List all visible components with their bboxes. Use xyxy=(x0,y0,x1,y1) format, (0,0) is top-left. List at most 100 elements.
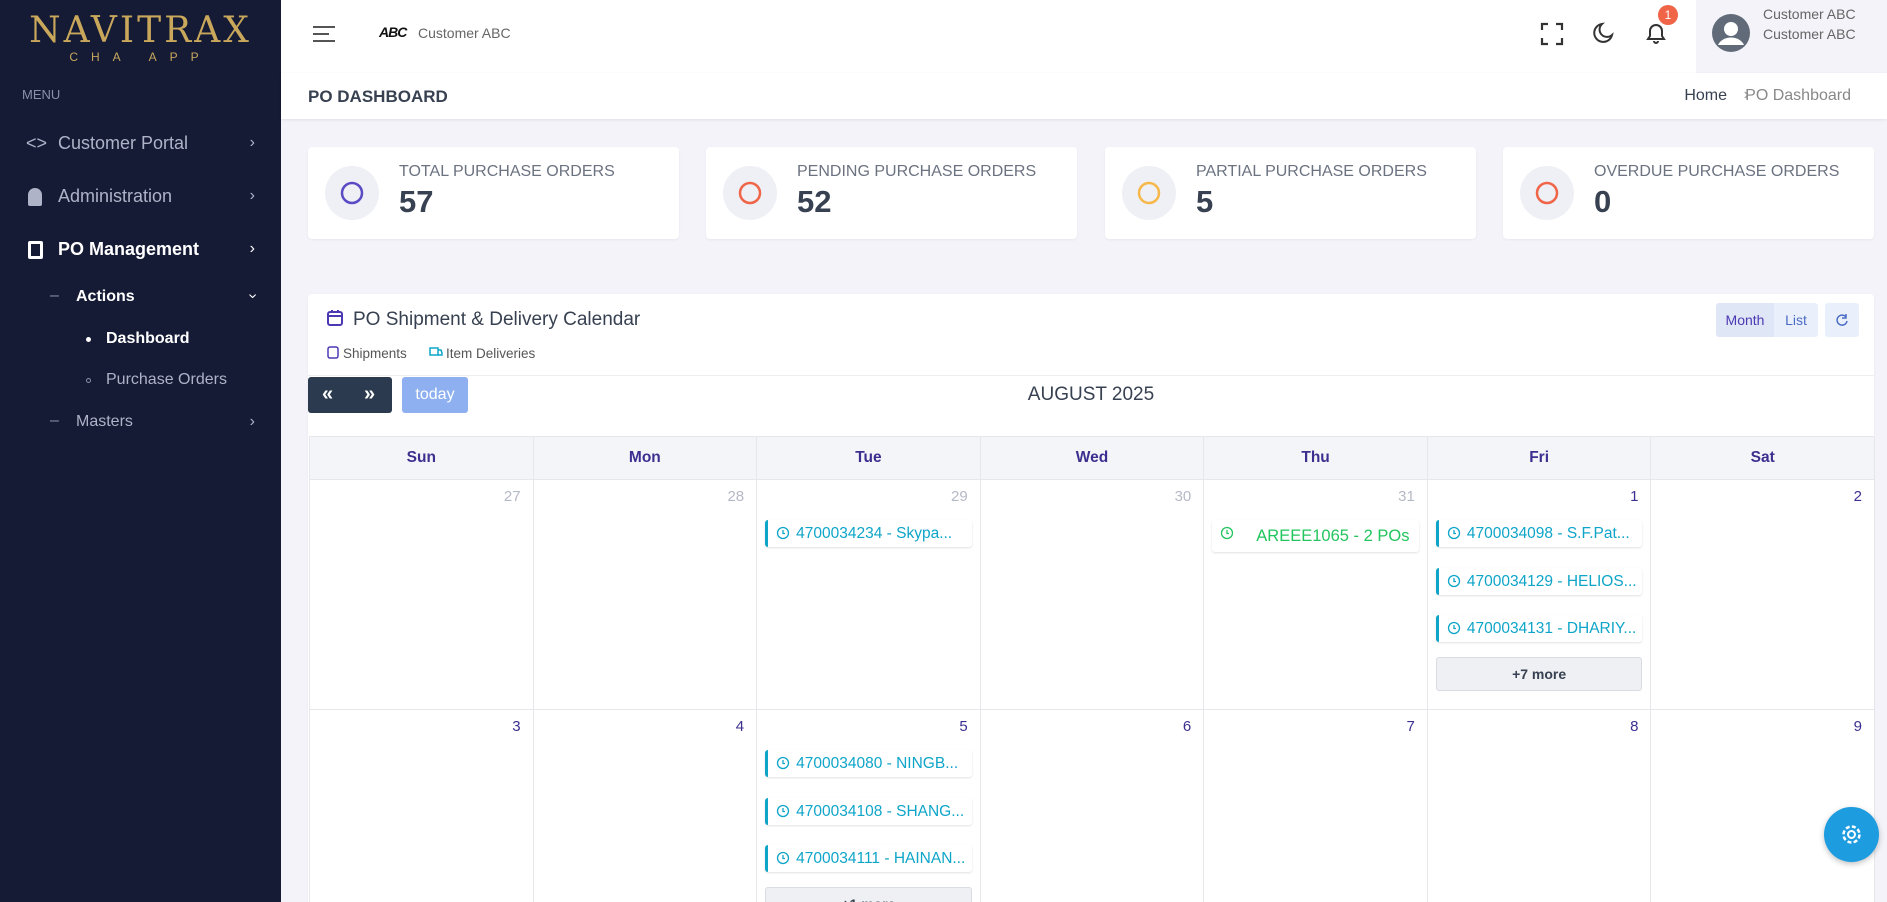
company: Customer ABC xyxy=(418,25,511,41)
stat-label: PARTIAL PURCHASE ORDERS xyxy=(1196,163,1427,180)
day-cell: 2 xyxy=(1651,480,1875,710)
day-cell: 31 AREEE1065 - 2 POs xyxy=(1204,480,1428,710)
divider xyxy=(308,375,1874,376)
day-number: 28 xyxy=(727,488,745,505)
month-label: AUGUST 2025 xyxy=(1027,384,1155,405)
weekday: Wed xyxy=(980,437,1205,480)
day-number: 4 xyxy=(735,718,745,735)
day-cell: 28 xyxy=(533,480,758,710)
day-number: 7 xyxy=(1406,718,1415,735)
legend-item: Item Deliveries xyxy=(446,346,536,361)
refresh-button[interactable] xyxy=(1825,303,1859,337)
event[interactable]: 4700034111 - HAINAN... xyxy=(765,845,972,872)
event[interactable]: AREEE1065 - 2 POs xyxy=(1212,520,1419,552)
icon: <> xyxy=(26,133,48,153)
day-cell: 30 xyxy=(980,480,1205,710)
nav-leaf[interactable]: Dashboard xyxy=(106,330,190,347)
bullet xyxy=(86,378,91,383)
chevron: › xyxy=(249,187,255,204)
event-icon xyxy=(1447,621,1460,635)
next-button[interactable]: » xyxy=(364,383,376,405)
user-box[interactable]: Customer ABC Customer ABC xyxy=(1696,0,1887,73)
user-name: Customer ABC Customer ABC xyxy=(1763,6,1856,42)
logo: NAVITRAX xyxy=(29,10,252,51)
nav-sub[interactable]: Actions xyxy=(76,288,135,305)
day-number: 8 xyxy=(1630,718,1639,735)
stat-label: PENDING PURCHASE ORDERS xyxy=(797,163,1037,180)
nav-sub[interactable]: Masters xyxy=(76,413,133,430)
event[interactable]: 4700034234 - Skypa... xyxy=(765,520,972,547)
weekday: Thu xyxy=(1204,437,1428,480)
brand-logo: ABC xyxy=(379,24,407,40)
nav-item[interactable]: Administration xyxy=(58,186,173,206)
today-button[interactable]: today xyxy=(402,377,468,413)
event[interactable]: 4700034129 - HELIOS... xyxy=(1435,567,1643,595)
theme-toggle[interactable] xyxy=(1592,21,1616,45)
day-number: 31 xyxy=(1398,488,1415,505)
fullscreen[interactable] xyxy=(1540,22,1564,46)
notification-badge: 1 xyxy=(1658,5,1678,25)
nav-leaf[interactable]: Purchase Orders xyxy=(106,371,227,388)
view-button[interactable]: Month xyxy=(1716,303,1774,337)
event-icon xyxy=(776,851,790,865)
day-cell: 9 xyxy=(1651,710,1875,902)
calendar-grid: Sun Mon Tue Wed Thu Fri Sat 27 28 29 4700034234 - … xyxy=(309,436,1875,902)
weekday: Fri xyxy=(1427,437,1652,480)
sidebar: NAVITRAX CHA APP MENU <> Customer Portal… xyxy=(0,0,281,902)
legend-icon xyxy=(429,347,443,356)
stat-label: OVERDUE PURCHASE ORDERS xyxy=(1594,163,1840,180)
day-cell: 7 xyxy=(1204,710,1428,902)
notifications[interactable] xyxy=(1643,20,1669,46)
page-title: PO DASHBOARD xyxy=(308,87,448,106)
event-icon xyxy=(776,526,790,540)
logo-sub: CHA APP xyxy=(69,50,212,64)
settings-button[interactable] xyxy=(1824,807,1879,862)
stat-value: 52 xyxy=(797,184,832,219)
breadcrumb[interactable]: Home xyxy=(1684,87,1727,104)
more-button[interactable]: +7 more xyxy=(1435,656,1643,691)
event-icon xyxy=(1221,526,1234,540)
stat-icon xyxy=(1520,166,1574,220)
stat-value: 0 xyxy=(1594,184,1612,219)
calendar-icon xyxy=(327,310,343,326)
event-icon xyxy=(776,804,790,817)
day-cell: 27 xyxy=(310,480,534,710)
day-cell: 3 xyxy=(310,710,534,902)
stat-value: 57 xyxy=(399,184,434,219)
day-number: 3 xyxy=(512,718,521,735)
event[interactable]: 4700034080 - NINGB... xyxy=(765,750,972,777)
event[interactable]: 4700034131 - DHARIY... xyxy=(1435,615,1643,642)
chevron: › xyxy=(249,240,255,257)
event[interactable]: 4700034108 - SHANG... xyxy=(765,797,972,825)
chevron: › xyxy=(249,413,255,430)
calendar-card: PO Shipment & Delivery Calendar Shipment… xyxy=(308,294,1875,902)
day-cell: 5 4700034080 - NINGB... 4700034108 - SHANG… xyxy=(757,710,981,902)
stat-icon xyxy=(1122,166,1176,220)
stat-card: OVERDUE PURCHASE ORDERS 0 xyxy=(1503,147,1874,239)
day-number: 27 xyxy=(503,488,521,505)
dash: – xyxy=(50,412,59,429)
calendar-title: PO Shipment & Delivery Calendar xyxy=(353,309,641,330)
stat-icon xyxy=(723,166,777,220)
dash: – xyxy=(50,287,59,304)
weekday: Sat xyxy=(1651,437,1875,480)
stat-card: TOTAL PURCHASE ORDERS 57 xyxy=(308,147,679,239)
day-cell: 6 xyxy=(981,710,1205,902)
nav-item[interactable]: Customer Portal xyxy=(58,133,189,153)
day-number: 1 xyxy=(1630,488,1639,505)
prev-button[interactable]: « xyxy=(322,383,334,405)
stat-card: PENDING PURCHASE ORDERS 52 xyxy=(706,147,1077,239)
day-number: 6 xyxy=(1182,718,1192,735)
nav-item[interactable]: PO Management xyxy=(58,239,200,259)
view-button[interactable]: List xyxy=(1774,303,1818,337)
legend-icon xyxy=(327,346,339,359)
more-button[interactable]: +1 more xyxy=(765,886,972,902)
breadcrumb-sep: › xyxy=(1743,86,1749,103)
event-icon xyxy=(776,756,790,770)
menu-toggle[interactable] xyxy=(312,24,336,44)
day-cell: 8 xyxy=(1428,710,1652,902)
event[interactable]: 4700034098 - S.F.Pat... xyxy=(1435,520,1643,547)
topbar: ABC Customer ABC 1 Customer ABC Customer… xyxy=(281,0,1887,73)
event-icon xyxy=(1447,526,1460,540)
